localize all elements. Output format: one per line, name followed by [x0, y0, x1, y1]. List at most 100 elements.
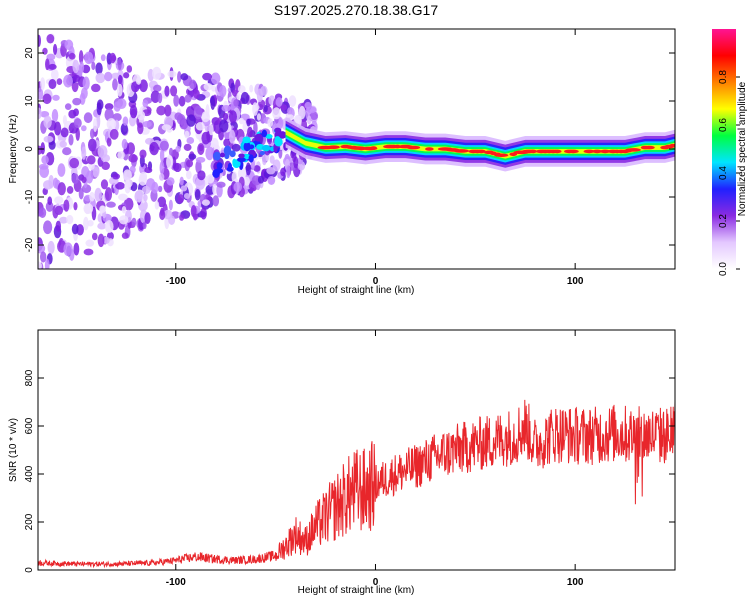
spectrogram-noise-blob — [95, 72, 106, 84]
spectrogram-noise-blob — [43, 115, 52, 129]
spectrogram-transition-blob — [261, 129, 268, 138]
spectrogram-noise-blob — [68, 134, 74, 146]
spectrogram-noise-blob — [201, 199, 210, 206]
spectrogram-noise-blob — [201, 111, 210, 123]
spectrogram-noise-blob — [223, 138, 231, 147]
spectrogram-noise-blob — [295, 115, 302, 125]
spectrogram-noise-blob — [180, 73, 189, 81]
spectrogram-noise-blob — [309, 111, 319, 120]
spectrogram-noise-blob — [185, 170, 192, 180]
spectrogram-noise-blob — [212, 183, 217, 195]
spectrogram-noise-blob — [97, 145, 108, 159]
spectrogram-noise-blob — [73, 242, 80, 256]
spectrogram-noise-blob — [257, 175, 265, 184]
snr-x-tick-label: -100 — [166, 577, 186, 588]
spectrogram-noise-blob — [157, 92, 163, 104]
spectrogram-noise-blob — [228, 110, 237, 124]
spectrogram-noise-blob — [253, 165, 261, 172]
spectrogram-noise-blob — [91, 232, 98, 241]
snr-series-line — [38, 399, 675, 569]
spectrogram-noise-blob — [42, 180, 53, 190]
spectrogram-noise-blob — [116, 98, 127, 110]
spectrogram-noise-blob — [166, 154, 174, 169]
spectrogram-noise-blob — [210, 72, 221, 85]
snr-panel: -100 0 100 0 200 400 600 800 Height of straigh… — [8, 329, 676, 596]
spectrogram-noise-blob — [81, 176, 87, 184]
spectrogram-noise-blob — [92, 118, 98, 133]
spectrogram-noise-blob — [55, 220, 62, 232]
spectrogram-noise-blob — [150, 90, 160, 103]
spectrogram-noise-blob — [57, 182, 66, 196]
spectrogram-noise-blob — [129, 104, 138, 119]
spectrogram-x-ticks: -100 0 100 — [166, 29, 584, 287]
spectrogram-noise-blob — [117, 151, 125, 160]
spectrogram-noise-blob — [239, 117, 245, 125]
spectrogram-noise-blob — [219, 119, 229, 133]
spectrogram-noise-blob — [97, 222, 107, 230]
spectrogram-noise-blob — [116, 83, 123, 97]
spectrogram-ridge-peak — [453, 149, 469, 153]
spectrogram-noise-blob — [83, 216, 89, 231]
spectrogram-noise-blob — [176, 114, 186, 125]
spectrogram-noise-blob — [175, 145, 181, 153]
spectrogram-noise-blob — [59, 140, 67, 148]
spectrogram-noise-blob — [121, 232, 129, 239]
spectrogram-transition-blob — [219, 152, 225, 158]
spectrogram-noise-blob — [141, 185, 151, 195]
spectrogram-noise-blob — [201, 131, 211, 145]
spectrogram-noise-blob — [288, 95, 297, 107]
spectrogram-noise-blob — [154, 201, 160, 210]
spectrogram-noise-blob — [306, 115, 312, 125]
spectrogram-noise-blob — [84, 51, 94, 65]
spectrogram-noise-blob — [63, 242, 73, 257]
spectrogram-noise-blob — [256, 113, 261, 121]
spectrogram-noise-blob — [177, 194, 184, 204]
spectrogram-noise-blob — [256, 88, 263, 103]
spectrogram-noise-blob — [193, 105, 203, 120]
spectrogram-noise-blob — [159, 173, 165, 181]
spectrogram-noise-blob — [164, 85, 170, 97]
spectrogram-noise-blob — [205, 146, 214, 161]
spectrogram-noise-blob — [38, 34, 42, 47]
spectrogram-noise-blob — [41, 155, 49, 165]
colorbar-label: Normalized spectral amplitude — [737, 81, 748, 216]
spectrogram-noise-blob — [124, 179, 131, 194]
spectrogram-noise-blob — [156, 105, 166, 116]
spectrogram-x-tick-label: 100 — [567, 276, 584, 287]
spectrogram-noise-blob — [66, 186, 74, 194]
spectrogram-noise-blob — [91, 61, 96, 71]
spectrogram-noise-blob — [71, 223, 79, 235]
spectrogram-noise-blob — [81, 125, 87, 132]
spectrogram-noise-blob — [139, 163, 146, 175]
spectrogram-noise-blob — [183, 143, 192, 151]
snr-y-label: SNR (10 * v/v) — [8, 418, 19, 482]
spectrogram-noise-blob — [157, 185, 163, 193]
spectrogram-ridge-peak — [529, 149, 537, 154]
spectrogram-noise-blob — [80, 87, 88, 100]
spectrogram-transition-blob — [242, 136, 251, 144]
spectrogram-transition-blob — [232, 159, 241, 169]
spectrogram-transition-blob — [213, 151, 221, 161]
spectrogram-ridge-peak — [425, 147, 434, 151]
spectrogram-noise-blob — [197, 143, 205, 155]
spectrogram-noise-blob — [86, 155, 96, 165]
spectrogram-noise-blob — [121, 206, 127, 214]
spectrogram-noise-blob — [267, 118, 274, 128]
spectrogram-noise-blob — [81, 146, 87, 160]
spectrogram-noise-blob — [171, 149, 179, 160]
spectrogram-noise-blob — [208, 123, 214, 136]
spectrogram-noise-blob — [184, 130, 190, 139]
spectrogram-noise-blob — [190, 205, 197, 218]
spectrogram-transition-blob — [238, 153, 245, 159]
colorbar-tick-label: 0.4 — [718, 166, 729, 180]
spectrogram-noise-blob — [47, 240, 55, 255]
spectrogram-noise-blob — [122, 116, 129, 126]
spectrogram-noise-blob — [159, 140, 169, 151]
spectrogram-noise-blob — [104, 187, 113, 202]
spectrogram-noise-blob — [131, 217, 137, 227]
spectrogram-noise-blob — [71, 173, 79, 185]
spectrogram-noise-blob — [92, 166, 100, 178]
spectrogram-noise-blob — [63, 199, 70, 212]
spectrogram-noise-blob — [193, 89, 200, 99]
spectrogram-noise-blob — [121, 138, 128, 150]
